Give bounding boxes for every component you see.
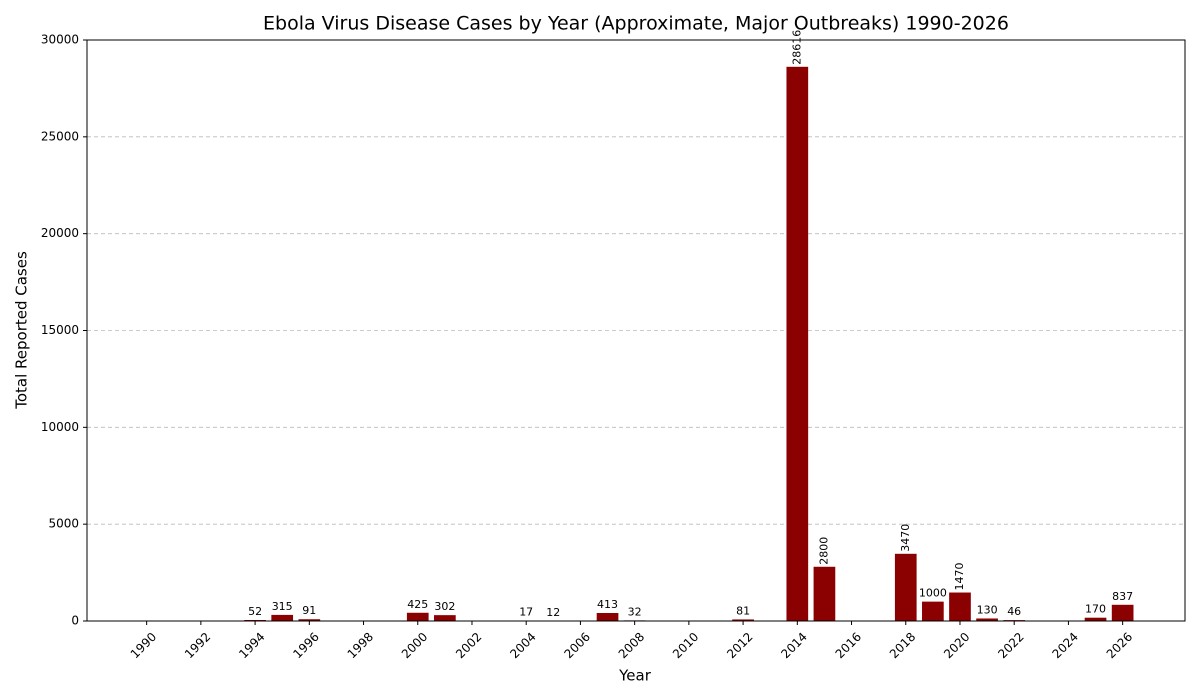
bar	[732, 619, 754, 621]
data-label: 413	[597, 598, 618, 611]
bar	[1111, 604, 1134, 621]
chart-title: Ebola Virus Disease Cases by Year (Appro…	[263, 13, 1009, 35]
y-tick-label: 0	[71, 614, 79, 628]
bar	[596, 613, 619, 621]
bar	[271, 614, 294, 621]
y-tick-label: 5000	[48, 517, 79, 531]
bar	[786, 66, 809, 621]
data-label: 91	[302, 604, 316, 617]
bar	[298, 619, 321, 621]
bar	[406, 612, 429, 621]
y-tick-label: 20000	[41, 226, 79, 240]
data-label: 425	[407, 598, 428, 611]
data-label: 302	[434, 600, 455, 613]
bar	[813, 566, 836, 621]
bar	[244, 619, 266, 621]
data-label: 1470	[953, 563, 966, 591]
y-tick-label: 25000	[41, 129, 79, 143]
data-label: 2800	[817, 537, 830, 565]
data-label: 81	[736, 604, 750, 617]
data-label: 52	[248, 605, 262, 618]
data-label: 28616	[790, 30, 803, 65]
data-label: 130	[977, 603, 998, 616]
data-label: 3470	[899, 524, 912, 552]
data-label: 1000	[919, 587, 947, 600]
data-label: 32	[628, 605, 642, 618]
y-tick-label: 10000	[41, 420, 79, 434]
y-tick-label: 15000	[41, 323, 79, 337]
x-axis-label: Year	[618, 667, 652, 685]
y-tick-label: 30000	[41, 33, 79, 47]
bar	[976, 618, 998, 621]
bar	[949, 592, 971, 621]
data-label: 17	[519, 606, 533, 619]
data-label: 46	[1007, 605, 1021, 618]
data-label: 315	[272, 600, 293, 613]
data-label: 12	[546, 606, 560, 619]
plot-frame	[86, 39, 1186, 622]
y-axis-label: Total Reported Cases	[13, 251, 31, 410]
bar	[894, 553, 917, 621]
bar	[922, 601, 944, 621]
data-label: 170	[1085, 603, 1106, 616]
data-label: 837	[1112, 590, 1133, 603]
bar	[434, 615, 456, 621]
bar	[1084, 617, 1107, 621]
